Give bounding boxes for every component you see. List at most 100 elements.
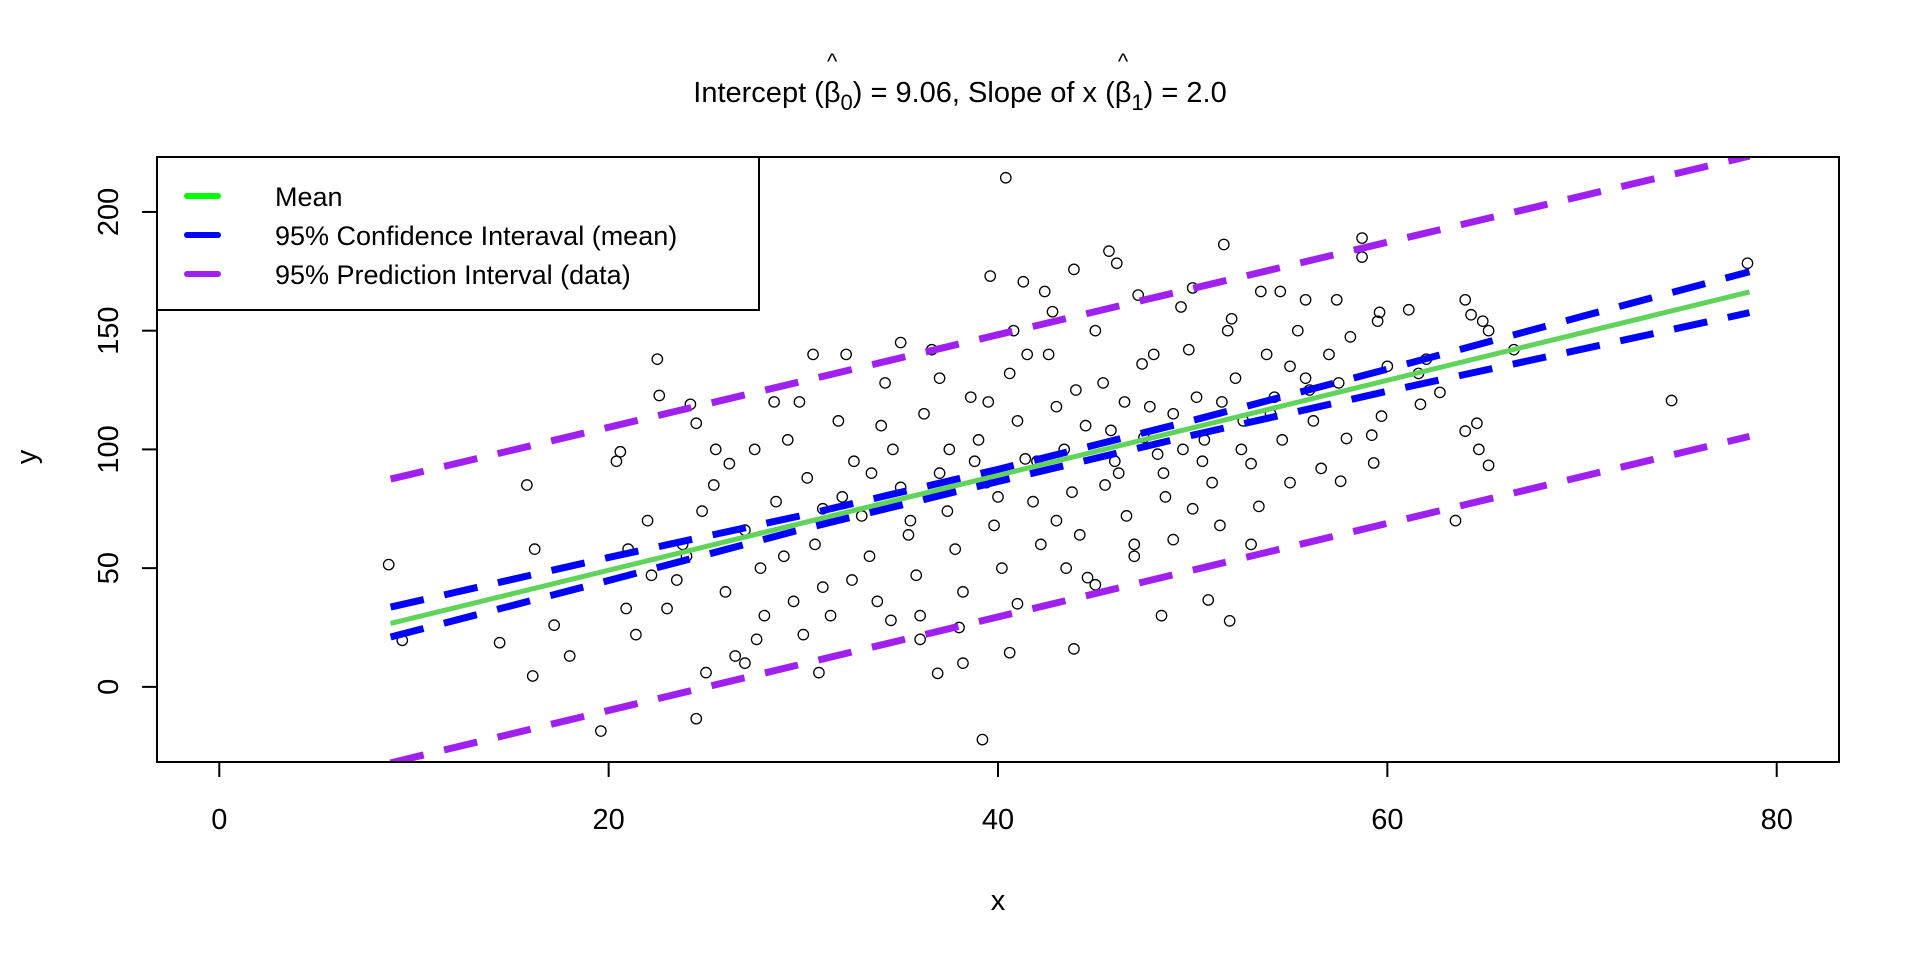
data-point: [521, 479, 533, 491]
data-point: [1334, 475, 1347, 488]
data-point: [620, 602, 633, 615]
x-tick-label: 40: [982, 804, 1014, 836]
y-tick-label: 100: [93, 425, 125, 473]
data-point: [887, 443, 899, 456]
data-point: [1291, 324, 1304, 337]
data-point: [1284, 476, 1296, 489]
data-point: [1112, 467, 1125, 480]
data-point: [1356, 251, 1368, 263]
data-point: [871, 595, 884, 608]
data-point: [1330, 293, 1343, 306]
data-point: [1182, 343, 1195, 356]
y-tick-label: 50: [93, 552, 125, 584]
data-point: [653, 389, 666, 402]
data-point: [797, 628, 810, 641]
data-point: [1175, 301, 1187, 313]
data-point: [855, 510, 868, 522]
data-point: [1190, 391, 1203, 404]
data-point: [1128, 550, 1141, 563]
data-point: [813, 666, 825, 679]
data-point: [914, 633, 926, 646]
data-point: [1459, 425, 1472, 437]
data-point: [382, 558, 395, 571]
data-point: [1221, 324, 1234, 337]
data-point: [904, 514, 917, 527]
data-point: [885, 614, 897, 627]
data-point: [1449, 514, 1462, 527]
data-point: [1260, 348, 1273, 361]
legend-entry-pi: 95% Prediction Interval (data): [184, 260, 631, 290]
data-point: [1229, 372, 1242, 385]
legend: Mean 95% Confidence Interaval (mean) 95%…: [156, 156, 760, 311]
legend-label-mean: Mean: [275, 182, 343, 212]
data-point: [1344, 330, 1357, 343]
data-point: [1073, 529, 1086, 541]
x-tick-label: 60: [1371, 804, 1403, 836]
data-point: [1027, 495, 1039, 508]
data-point: [1068, 263, 1080, 276]
data-point: [690, 417, 703, 430]
mean-line: [390, 289, 1751, 626]
data-point: [1068, 643, 1080, 655]
data-point: [1132, 289, 1145, 301]
data-point: [793, 396, 806, 408]
data-point: [1167, 407, 1180, 420]
title-hats: ^ ^: [827, 49, 1129, 74]
data-point: [1381, 360, 1394, 373]
data-point: [595, 725, 607, 737]
data-point: [914, 609, 926, 622]
data-point: [1143, 400, 1156, 413]
data-point: [768, 396, 780, 408]
data-point: [526, 670, 539, 682]
data-point: [816, 581, 829, 593]
data-point: [1099, 479, 1111, 491]
chart-title: Intercept (β0) = 9.06, Slope of x (β1) =…: [693, 77, 1226, 115]
data-point: [875, 419, 888, 432]
data-point: [1414, 398, 1427, 411]
data-point: [943, 443, 956, 456]
data-point: [824, 609, 837, 622]
data-point: [957, 657, 969, 669]
data-point: [1214, 519, 1226, 532]
y-tick-label: 150: [93, 306, 125, 354]
data-point: [778, 550, 790, 563]
data-point: [996, 562, 1008, 574]
data-point: [976, 733, 989, 746]
x-tick-label: 20: [593, 804, 625, 836]
title-mid: ) = 9.06, Slope of x (: [853, 77, 1115, 109]
data-point: [1375, 410, 1388, 423]
y-tick-label: 0: [93, 679, 125, 695]
data-point: [801, 472, 814, 484]
data-point: [809, 538, 821, 551]
title-sub1: 1: [1131, 90, 1143, 115]
data-point: [563, 650, 576, 662]
data-point: [1118, 396, 1131, 408]
data-point: [1046, 305, 1059, 318]
data-point: [1011, 597, 1024, 610]
data-point: [754, 562, 767, 574]
data-point: [1365, 429, 1378, 442]
data-point: [832, 415, 845, 427]
data-point: [1159, 491, 1172, 503]
data-point: [1019, 453, 1032, 465]
data-point: [1373, 306, 1386, 319]
legend-label-ci: 95% Confidence Interaval (mean): [275, 221, 677, 251]
data-point: [1050, 400, 1063, 413]
data-point: [1097, 377, 1109, 389]
data-point: [1284, 360, 1296, 373]
data-point: [690, 712, 703, 725]
legend-entry-ci: 95% Confidence Interaval (mean): [184, 221, 677, 251]
data-point: [1017, 275, 1030, 288]
ci-upper-line: [389, 268, 1751, 611]
data-point: [748, 443, 761, 456]
data-point: [968, 455, 981, 468]
data-point: [729, 650, 742, 662]
title-prefix: Intercept (: [693, 77, 824, 109]
data-point: [1155, 609, 1168, 622]
data-point: [1402, 303, 1415, 316]
data-point: [918, 407, 930, 420]
data-point: [807, 348, 819, 361]
data-point: [1050, 514, 1063, 527]
legend-label-pi: 95% Prediction Interval (data): [275, 260, 631, 290]
ci-lower-line: [389, 309, 1751, 641]
